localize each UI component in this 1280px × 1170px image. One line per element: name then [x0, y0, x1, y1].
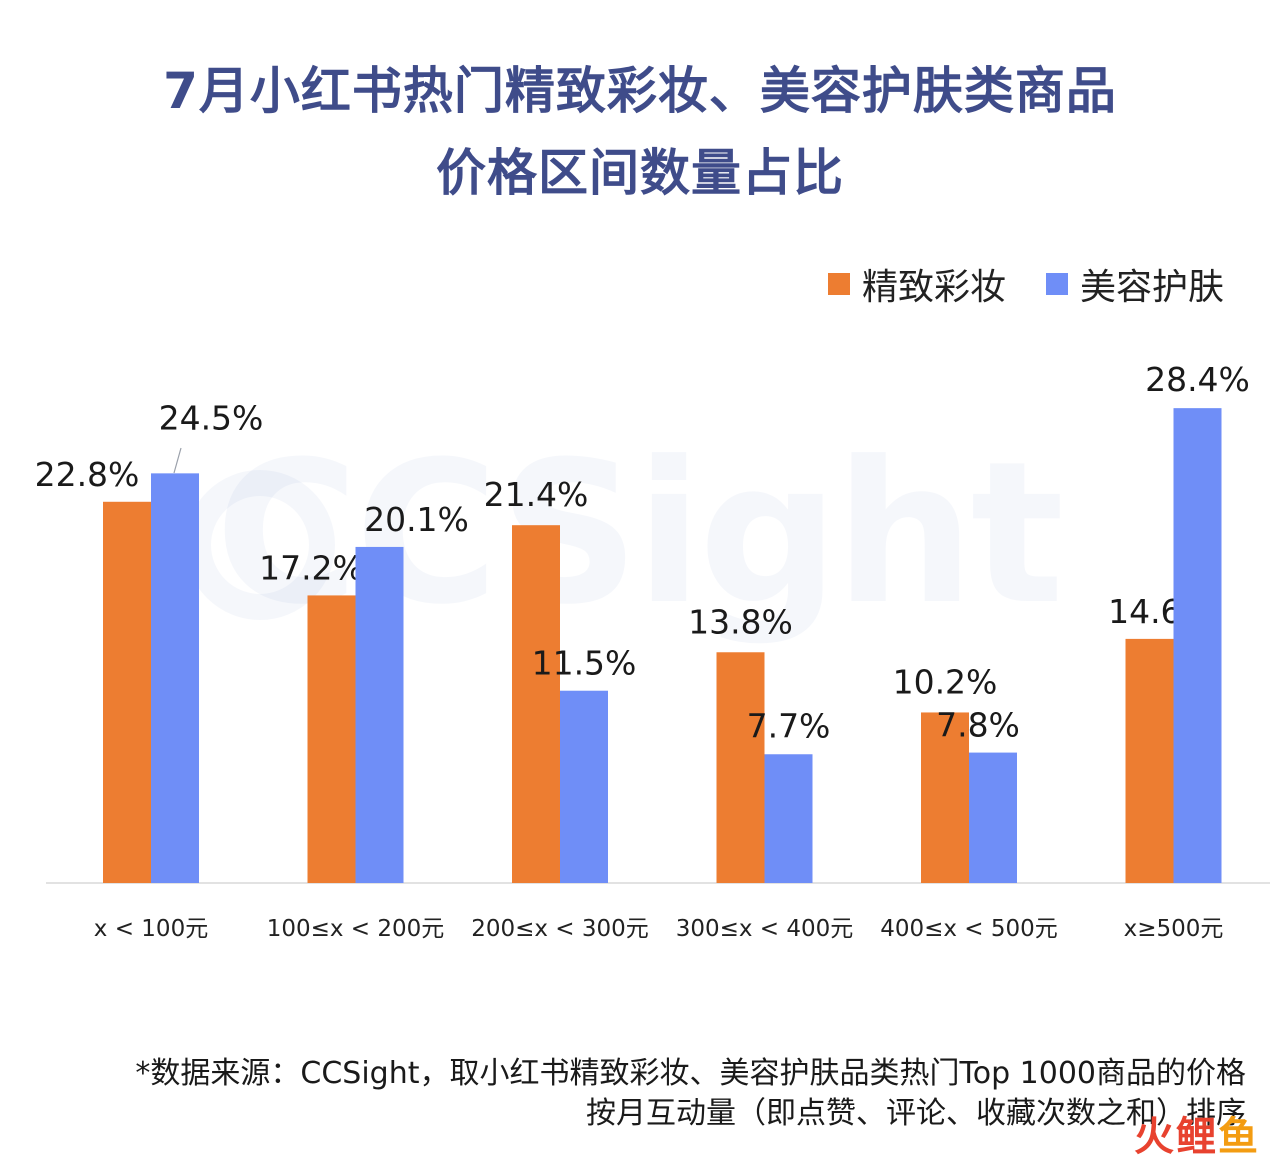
bar-skincare-4: [969, 752, 1017, 883]
bar-makeup-3: [716, 652, 765, 883]
category-label-0: x < 100元: [94, 916, 208, 942]
chart-title-line-2: 价格区间数量占比: [436, 144, 844, 202]
data-label-makeup-4: 10.2%: [893, 662, 998, 701]
bar-makeup-4: [921, 712, 969, 883]
category-label-5: x≥500元: [1124, 916, 1224, 942]
bar-skincare-5: [1173, 408, 1222, 883]
footnote-source-line-2: 按月互动量（即点赞、评论、收藏次数之和）排序: [586, 1096, 1246, 1131]
legend-swatch-skincare: [1045, 273, 1068, 295]
data-label-makeup-1: 17.2%: [259, 548, 364, 587]
data-label-skincare-1: 20.1%: [364, 500, 469, 539]
category-label-3: 300≤x < 400元: [676, 916, 854, 942]
bar-makeup-0: [103, 501, 151, 883]
data-label-makeup-3: 13.8%: [688, 602, 793, 641]
source-logo-char-1: 火: [1134, 1114, 1174, 1160]
data-label-skincare-3: 7.7%: [747, 706, 831, 745]
data-label-skincare-0: 24.5%: [159, 398, 264, 437]
legend-item-makeup: 精致彩妆: [827, 258, 1006, 310]
data-label-skincare-2: 11.5%: [532, 644, 637, 683]
chart-legend: 精致彩妆 美容护肤: [827, 258, 1224, 310]
legend-swatch-makeup: [827, 273, 850, 295]
category-label-2: 200≤x < 300元: [471, 916, 649, 942]
source-logo: 火 鲤 鱼: [1134, 1104, 1258, 1162]
bar-skincare-1: [355, 546, 404, 883]
footnote-source-line-1: *数据来源：CCSight，取小红书精致彩妆、美容护肤品类热门Top 1000商…: [135, 1056, 1246, 1091]
bar-skincare-2: [560, 690, 608, 883]
label-leader-line: [173, 447, 182, 474]
data-label-makeup-0: 22.8%: [35, 455, 140, 494]
bar-makeup-1: [307, 595, 356, 883]
source-logo-char-2: 鲤: [1176, 1114, 1216, 1160]
legend-label-skincare: 美容护肤: [1079, 267, 1224, 308]
data-label-skincare-4: 7.8%: [936, 706, 1020, 745]
data-label-skincare-5: 28.4%: [1145, 360, 1250, 399]
bar-makeup-2: [512, 525, 560, 883]
category-label-1: 100≤x < 200元: [267, 916, 445, 942]
bar-skincare-0: [151, 473, 199, 883]
source-logo-char-3: 鱼: [1218, 1114, 1258, 1160]
data-label-makeup-2: 21.4%: [484, 475, 589, 514]
category-label-4: 400≤x < 500元: [880, 916, 1058, 942]
bar-makeup-5: [1125, 638, 1174, 883]
legend-label-makeup: 精致彩妆: [861, 267, 1006, 308]
bar-skincare-3: [764, 754, 813, 883]
chart-title-line-1: 7月小红书热门精致彩妆、美容护肤类商品: [163, 62, 1117, 120]
legend-item-skincare: 美容护肤: [1045, 258, 1224, 310]
